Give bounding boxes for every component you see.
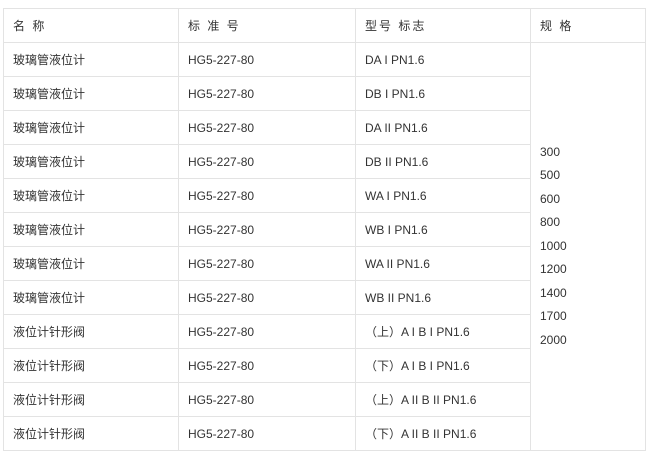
table-row: 玻璃管液位计 HG5-227-80 DA I PN1.6 300 500 600 800 10…: [3, 42, 646, 451]
cell-standard: HG5-227-80: [178, 416, 356, 451]
cell-model: （下）A II B II PN1.6: [355, 416, 531, 451]
cell-name: 玻璃管液位计: [3, 246, 179, 281]
header-row: 名 称 标 准 号 型号 标志 规 格: [3, 8, 646, 43]
cell-model: DB I PN1.6: [355, 76, 531, 111]
cell-name: 玻璃管液位计: [3, 178, 179, 213]
spec-value: 300: [540, 144, 561, 159]
table-row: 玻璃管液位计 HG5-227-80 WB II PN1.6: [3, 280, 646, 315]
cell-standard: HG5-227-80: [178, 314, 356, 349]
cell-model: （下）A I B I PN1.6: [355, 348, 531, 383]
spec-value: 800: [540, 215, 561, 230]
cell-model: （上）A I B I PN1.6: [355, 314, 531, 349]
cell-standard: HG5-227-80: [178, 348, 356, 383]
spec-value: 1200: [540, 262, 567, 277]
cell-name: 玻璃管液位计: [3, 212, 179, 247]
cell-name: 液位计针形阀: [3, 416, 179, 451]
spec-value: 1000: [540, 238, 567, 253]
cell-standard: HG5-227-80: [178, 42, 356, 77]
header-standard: 标 准 号: [178, 8, 356, 43]
cell-standard: HG5-227-80: [178, 382, 356, 417]
table-row: 玻璃管液位计 HG5-227-80 DB II PN1.6: [3, 144, 646, 179]
cell-standard: HG5-227-80: [178, 246, 356, 281]
cell-standard: HG5-227-80: [178, 110, 356, 145]
cell-model: DB II PN1.6: [355, 144, 531, 179]
cell-name: 液位计针形阀: [3, 382, 179, 417]
spec-value: 500: [540, 168, 561, 183]
cell-model: WA I PN1.6: [355, 178, 531, 213]
spec-value: 2000: [540, 332, 567, 347]
table-row: 玻璃管液位计 HG5-227-80 DB I PN1.6: [3, 76, 646, 111]
header-model: 型号 标志: [355, 8, 531, 43]
cell-name: 液位计针形阀: [3, 348, 179, 383]
cell-name: 玻璃管液位计: [3, 42, 179, 77]
spec-table: 名 称 标 准 号 型号 标志 规 格 玻璃管液位计 HG5-227-80 DA I…: [3, 8, 646, 451]
table-row: 玻璃管液位计 HG5-227-80 DA II PN1.6: [3, 110, 646, 145]
cell-model: WB I PN1.6: [355, 212, 531, 247]
cell-name: 玻璃管液位计: [3, 144, 179, 179]
cell-standard: HG5-227-80: [178, 178, 356, 213]
cell-standard: HG5-227-80: [178, 280, 356, 315]
cell-name: 液位计针形阀: [3, 314, 179, 349]
header-name: 名 称: [3, 8, 179, 43]
cell-spec-list: 300 500 600 800 1000 1200 1400 1700 2000: [530, 42, 646, 451]
cell-model: WB II PN1.6: [355, 280, 531, 315]
cell-standard: HG5-227-80: [178, 212, 356, 247]
table-row: 液位计针形阀 HG5-227-80 （下）A I B I PN1.6: [3, 348, 646, 383]
table-row: 玻璃管液位计 HG5-227-80 WA II PN1.6: [3, 246, 646, 281]
header-spec: 规 格: [530, 8, 646, 43]
spec-value: 1400: [540, 285, 567, 300]
spec-value: 600: [540, 191, 561, 206]
table-row: 液位计针形阀 HG5-227-80 （上）A I B I PN1.6: [3, 314, 646, 349]
cell-name: 玻璃管液位计: [3, 76, 179, 111]
cell-standard: HG5-227-80: [178, 76, 356, 111]
table-row: 液位计针形阀 HG5-227-80 （上）A II B II PN1.6: [3, 382, 646, 417]
table-row: 液位计针形阀 HG5-227-80 （下）A II B II PN1.6: [3, 416, 646, 451]
table-row: 玻璃管液位计 HG5-227-80 WB I PN1.6: [3, 212, 646, 247]
cell-name: 玻璃管液位计: [3, 280, 179, 315]
cell-standard: HG5-227-80: [178, 144, 356, 179]
spec-value: 1700: [540, 309, 567, 324]
cell-model: DA I PN1.6: [355, 42, 531, 77]
cell-name: 玻璃管液位计: [3, 110, 179, 145]
table-row: 玻璃管液位计 HG5-227-80 WA I PN1.6: [3, 178, 646, 213]
cell-model: WA II PN1.6: [355, 246, 531, 281]
cell-model: DA II PN1.6: [355, 110, 531, 145]
cell-model: （上）A II B II PN1.6: [355, 382, 531, 417]
